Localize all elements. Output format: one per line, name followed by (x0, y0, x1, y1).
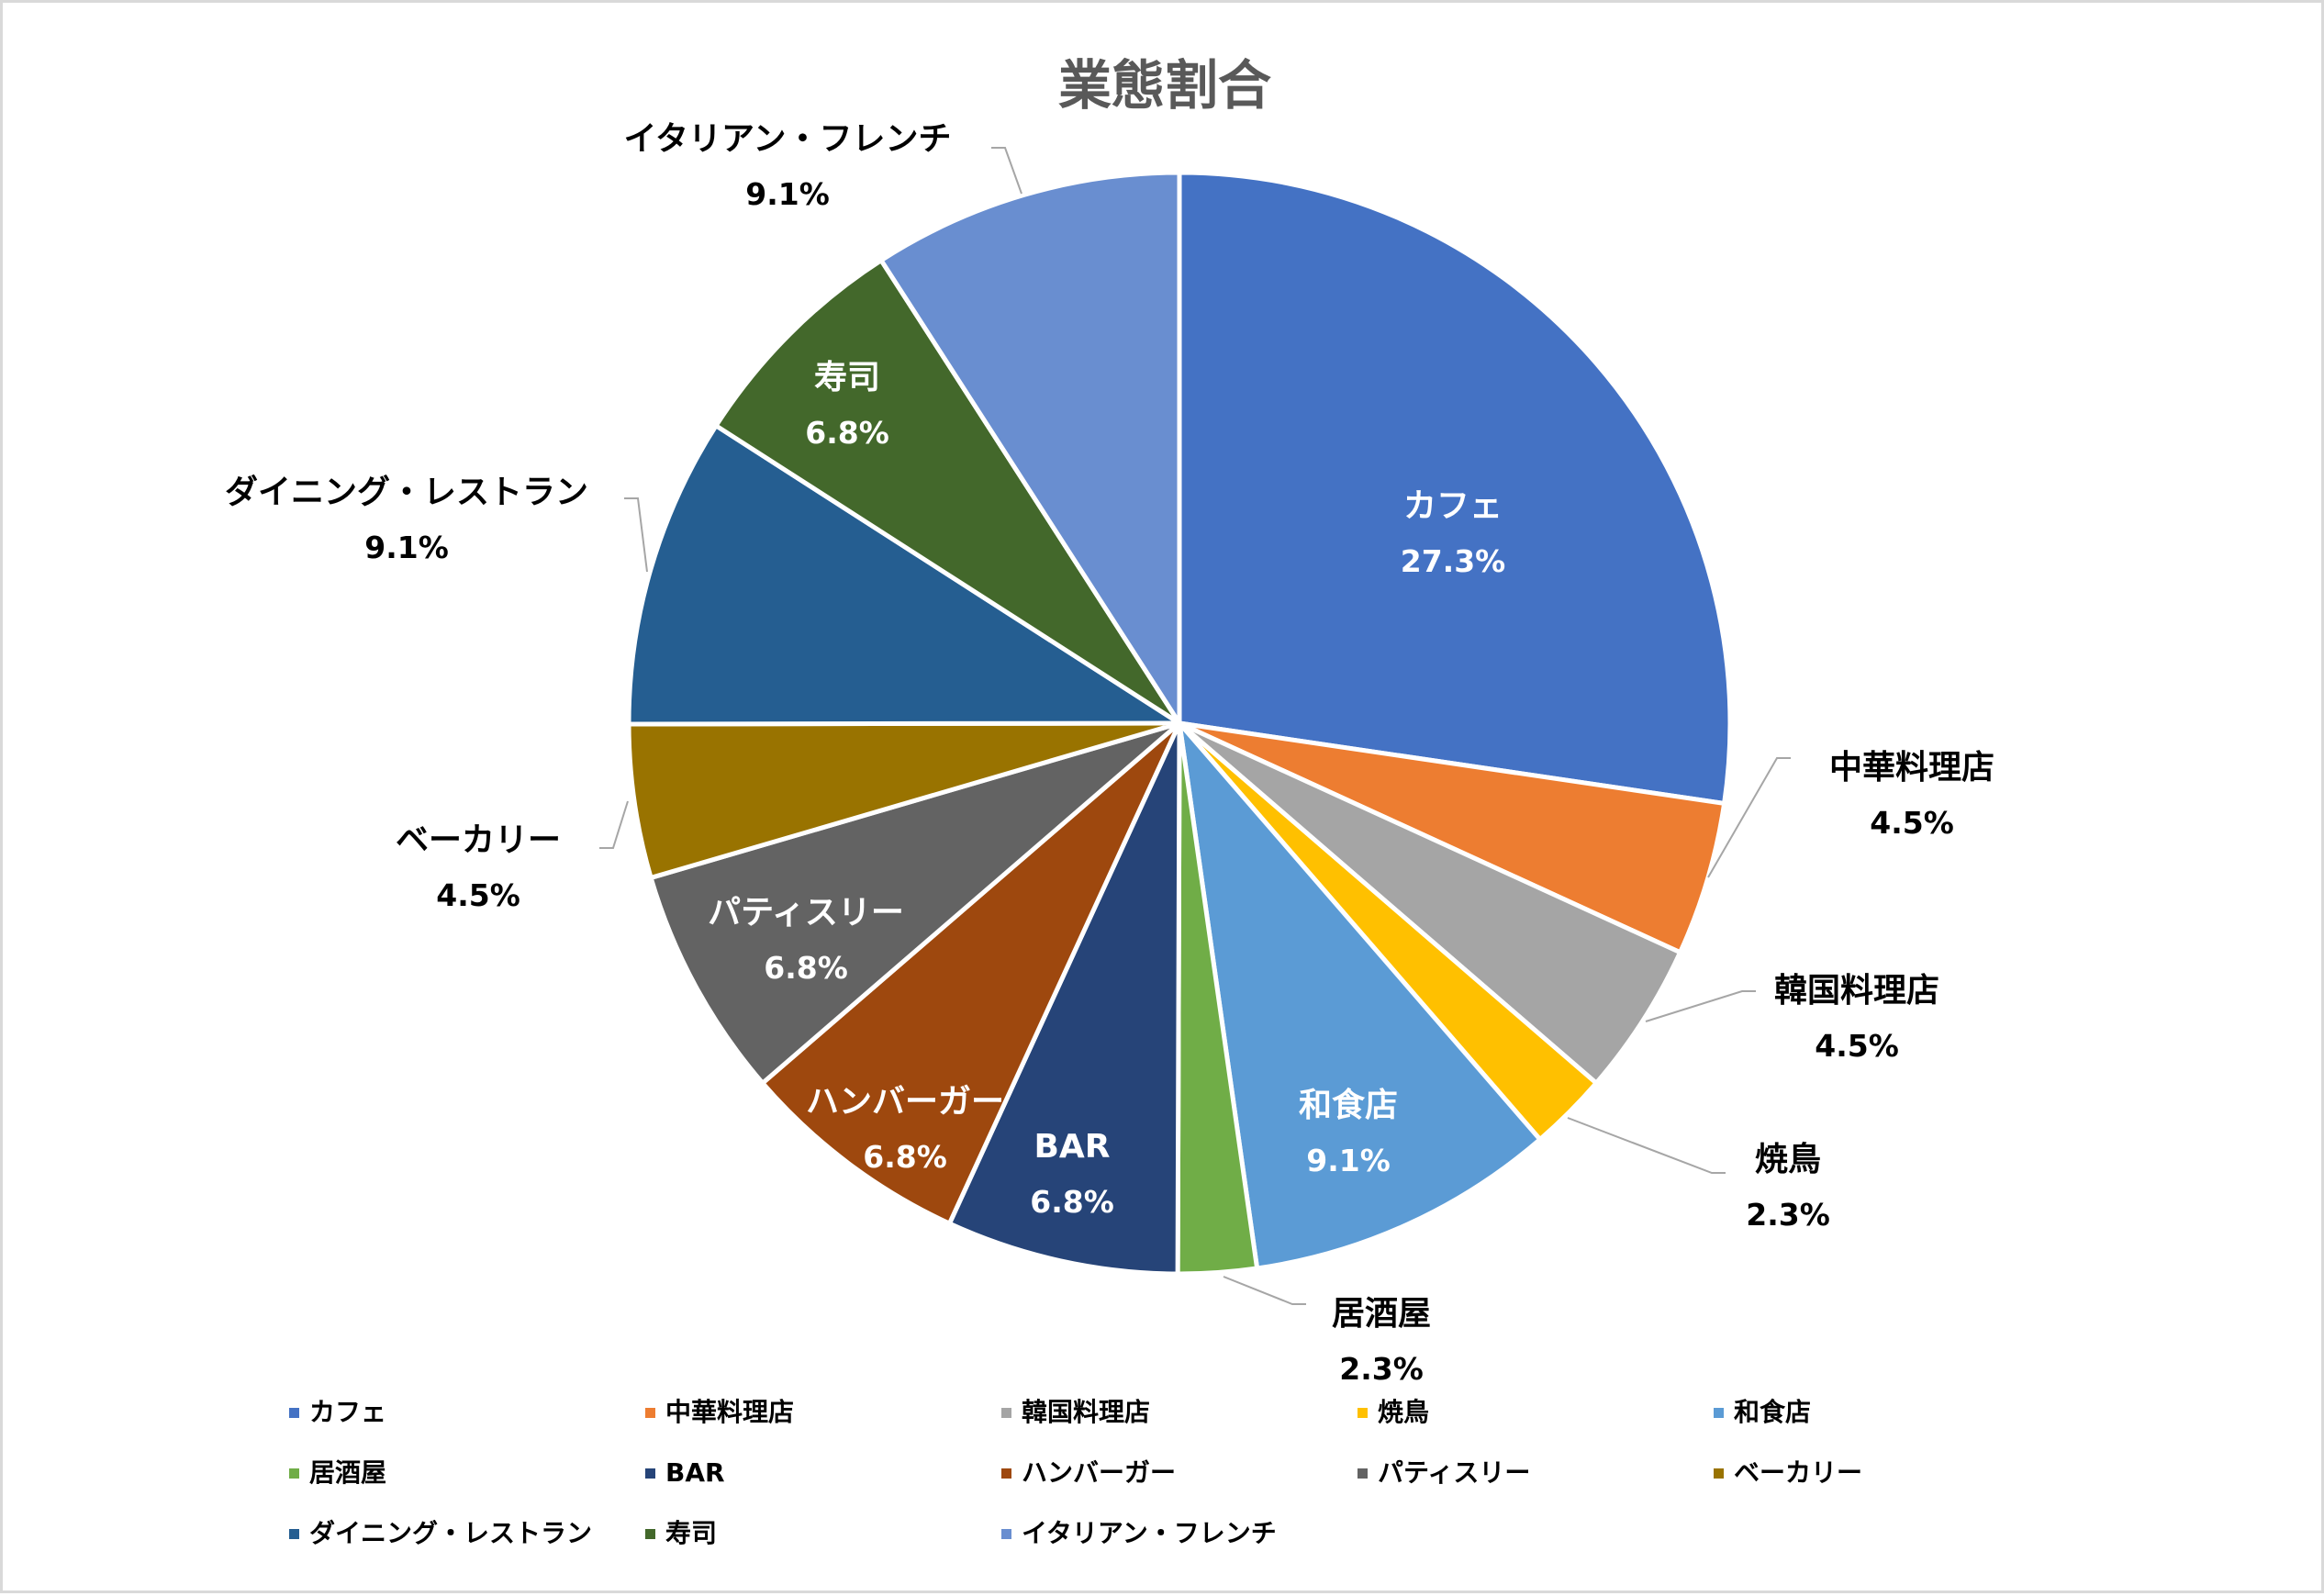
legend-label-13: イタリアン・フレンチ (1022, 1518, 1277, 1548)
data-label-value-11: 9.1% (364, 530, 449, 565)
data-label-value-3: 4.5% (1815, 1028, 1899, 1064)
legend-label-6: 居酒屋 (309, 1457, 386, 1488)
legend-label-9: パティスリー (1378, 1457, 1530, 1488)
data-label-category-7: BAR (1034, 1128, 1110, 1166)
slice-5 (1177, 720, 1543, 1271)
data-label-value-6: 2.3% (1339, 1351, 1424, 1387)
data-label-value-13: 9.1% (745, 176, 830, 212)
leader-line-4 (1567, 1117, 1726, 1174)
legend-label-4: 焼鳥 (1378, 1397, 1429, 1427)
slice-10 (626, 720, 1182, 880)
leader-line-2 (1707, 757, 1791, 878)
slice-2 (1177, 720, 1727, 955)
data-label-value-2: 4.5% (1870, 805, 1954, 841)
slice-12 (713, 258, 1182, 726)
slices-layer (626, 170, 1733, 1277)
legend-swatch-1 (289, 1408, 299, 1418)
legend-swatch-12 (645, 1529, 655, 1539)
slice-8 (760, 720, 1182, 1226)
legend-label-10: ベーカリー (1734, 1457, 1862, 1488)
legend-swatch-5 (1714, 1408, 1724, 1418)
data-label-category-11: ダイニング・レストラン (225, 474, 588, 511)
leader-line-10 (599, 800, 629, 849)
legend-swatch-3 (1001, 1408, 1011, 1418)
data-label-value-1: 27.3% (1401, 543, 1506, 579)
chart-title: 業態割合 (1058, 54, 1271, 117)
slice-11 (626, 423, 1182, 727)
data-label-category-5: 和食店 (1299, 1087, 1398, 1124)
data-label-category-4: 焼鳥 (1755, 1141, 1821, 1178)
pie-chart: 業態割合 カフェ 27.3% 中華料理店 4.5% 韓国料理店 4.5% 焼鳥 2.3% 和食店… (225, 54, 1994, 1548)
legend-label-1: カフェ (309, 1397, 386, 1427)
data-label-value-12: 6.8% (805, 415, 889, 451)
legend-label-3: 韓国料理店 (1022, 1397, 1150, 1427)
legend-swatch-2 (645, 1408, 655, 1418)
slice-7 (946, 720, 1182, 1277)
data-label-value-8: 6.8% (863, 1139, 947, 1175)
data-label-category-13: イタリアン・フレンチ (623, 120, 951, 158)
data-label-value-10: 4.5% (436, 877, 520, 913)
legend-swatch-4 (1358, 1408, 1368, 1418)
legend-label-12: 寿司 (665, 1518, 717, 1548)
data-label-category-9: パティスリー (708, 894, 904, 932)
data-label-category-8: ハンバーガー (806, 1083, 1004, 1121)
legend-swatch-7 (645, 1468, 655, 1479)
data-label-value-9: 6.8% (764, 950, 848, 986)
data-label-category-3: 韓国料理店 (1774, 972, 1939, 1010)
data-label-category-10: ベーカリー (396, 821, 561, 859)
legend-label-8: ハンバーガー (1022, 1457, 1176, 1488)
legend-swatch-9 (1358, 1468, 1368, 1479)
data-labels: カフェ 27.3% 中華料理店 4.5% 韓国料理店 4.5% 焼鳥 2.3% 和食店 9.1% 居… (225, 120, 1994, 1387)
leader-line-13 (991, 147, 1022, 195)
slice-13 (878, 170, 1182, 726)
data-label-value-4: 2.3% (1746, 1197, 1830, 1233)
legend-label-7: BAR (665, 1457, 725, 1488)
legend-swatch-11 (289, 1529, 299, 1539)
leader-lines (599, 147, 1791, 1305)
legend-swatch-13 (1001, 1529, 1011, 1539)
data-label-value-5: 9.1% (1306, 1143, 1391, 1178)
legend-swatch-8 (1001, 1468, 1011, 1479)
slice-9 (648, 720, 1182, 1086)
legend-label-5: 和食店 (1734, 1397, 1811, 1427)
legend-label-2: 中華料理店 (665, 1397, 794, 1427)
leader-line-3 (1645, 990, 1756, 1022)
legend-swatch-10 (1714, 1468, 1724, 1479)
data-label-category-2: 中華料理店 (1829, 749, 1994, 787)
data-label-category-1: カフェ (1403, 487, 1503, 525)
leader-line-11 (624, 497, 648, 573)
data-label-category-6: 居酒屋 (1332, 1295, 1431, 1333)
slice-1 (1177, 170, 1733, 806)
leader-line-6 (1223, 1276, 1306, 1305)
legend-swatch-6 (289, 1468, 299, 1479)
data-label-value-7: 6.8% (1030, 1184, 1114, 1220)
legend-label-11: ダイニング・レストラン (309, 1518, 592, 1548)
slice-3 (1177, 720, 1683, 1086)
data-label-category-12: 寿司 (814, 359, 880, 396)
